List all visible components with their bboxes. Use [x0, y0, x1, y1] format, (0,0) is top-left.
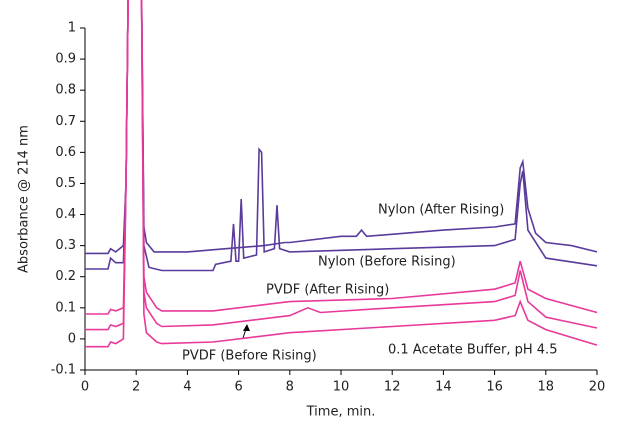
x-tick-label: 0 — [81, 380, 89, 395]
y-tick-label: 1 — [68, 21, 76, 36]
arrow-head — [243, 324, 250, 331]
x-tick-label: 14 — [435, 380, 452, 395]
y-tick-label: 0.7 — [55, 114, 76, 129]
x-tick-label: 20 — [589, 380, 606, 395]
y-tick-label: 0.8 — [55, 83, 76, 98]
series-label: PVDF (After Rising) — [266, 283, 389, 298]
series-label: 0.1 Acetate Buffer, pH 4.5 — [388, 343, 557, 358]
x-tick-label: 12 — [384, 380, 401, 395]
series-label: Nylon (After Rising) — [378, 203, 504, 218]
y-tick-label: 0.5 — [55, 176, 76, 191]
y-tick-label: 0.3 — [55, 238, 76, 253]
x-tick-label: 18 — [538, 380, 555, 395]
y-tick-label: 0.1 — [55, 300, 76, 315]
x-tick-label: 8 — [286, 380, 294, 395]
x-axis-title: Time, min. — [306, 405, 376, 420]
series-line — [85, 0, 598, 348]
x-tick-label: 6 — [234, 380, 242, 395]
y-tick-label: 0.9 — [55, 52, 76, 67]
y-tick-label: 0.2 — [55, 269, 76, 284]
series-label: PVDF (Before Rising) — [182, 349, 317, 364]
y-tick-label: -0.1 — [51, 363, 76, 378]
series-line — [85, 0, 598, 331]
y-axis-title: Absorbance @ 214 nm — [17, 125, 32, 273]
series-line — [85, 0, 598, 255]
y-tick-label: 0 — [68, 331, 76, 346]
y-tick-label: 0.4 — [55, 207, 76, 222]
series-line — [85, 0, 598, 272]
x-tick-label: 4 — [183, 380, 191, 395]
y-tick-label: 0.6 — [55, 145, 76, 160]
x-tick-label: 2 — [132, 380, 140, 395]
x-tick-label: 10 — [333, 380, 350, 395]
x-tick-label: 16 — [486, 380, 503, 395]
series-label: Nylon (Before Rising) — [318, 255, 456, 270]
series-line — [85, 0, 598, 315]
